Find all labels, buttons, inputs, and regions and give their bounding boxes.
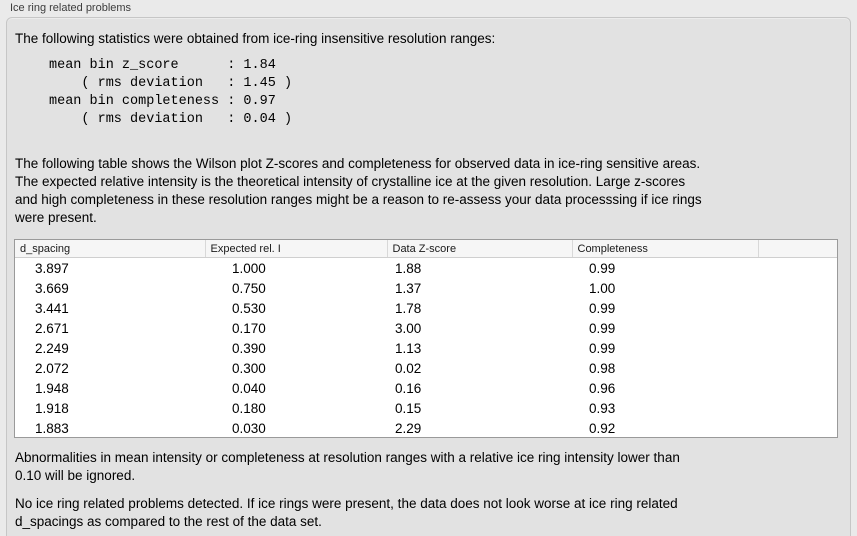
table-row[interactable]: 2.671 0.170 3.00 0.99 — [15, 318, 837, 338]
table-cell: 0.170 — [232, 320, 266, 336]
table-cell: 1.883 — [35, 420, 69, 436]
table-cell: 0.530 — [232, 300, 266, 316]
table-row[interactable]: 1.948 0.040 0.16 0.96 — [15, 378, 837, 398]
table-row[interactable]: 1.918 0.180 0.15 0.93 — [15, 398, 837, 418]
table-row[interactable]: 3.897 1.000 1.88 0.99 — [15, 258, 837, 279]
table-cell-filler — [758, 338, 837, 358]
table-cell: 1.948 — [35, 380, 69, 396]
column-header-completeness[interactable]: Completeness — [571, 240, 758, 258]
table-cell: 0.040 — [232, 380, 266, 396]
ignore-note-text: Abnormalities in mean intensity or compl… — [15, 450, 680, 483]
column-header-filler — [757, 240, 837, 258]
table-cell: 0.750 — [232, 280, 266, 296]
stats-summary-block: mean bin z_score : 1.84 ( rms deviation … — [49, 58, 293, 127]
table-cell-filler — [758, 378, 837, 398]
column-header-data-z-score[interactable]: Data Z-score — [386, 240, 572, 258]
table-cell: 0.99 — [589, 300, 616, 316]
table-cell: 0.15 — [395, 400, 422, 416]
column-header-d-spacing[interactable]: d_spacing — [15, 240, 205, 258]
panel-title: Ice ring related problems — [10, 2, 132, 14]
column-header-expected-rel-i[interactable]: Expected rel. I — [204, 240, 387, 258]
table-description-text: The following table shows the Wilson plo… — [15, 156, 702, 225]
table-cell: 0.16 — [395, 380, 422, 396]
table-cell-filler — [758, 398, 837, 418]
table-cell: 0.99 — [589, 260, 616, 276]
table-header-row: d_spacing Expected rel. I Data Z-score C… — [15, 240, 837, 258]
table-cell: 1.00 — [589, 280, 616, 296]
table-row[interactable]: 3.669 0.750 1.37 1.00 — [15, 278, 837, 298]
intro-text: The following statistics were obtained f… — [15, 31, 496, 46]
table-cell: 2.072 — [35, 360, 69, 376]
table-cell: 1.78 — [395, 300, 422, 316]
table-cell: 3.00 — [395, 320, 422, 336]
table-cell: 3.897 — [35, 260, 69, 276]
ice-ring-panel: The following statistics were obtained f… — [6, 17, 851, 536]
table-cell: 1.13 — [395, 340, 422, 356]
table-cell: 1.000 — [232, 260, 266, 276]
table-cell-filler — [758, 418, 837, 437]
ice-ring-table-body: 3.897 1.000 1.88 0.99 3.669 0.750 1.37 1.00 3.44… — [15, 258, 837, 438]
table-cell-filler — [758, 318, 837, 338]
table-row[interactable]: 2.249 0.390 1.13 0.99 — [15, 338, 837, 358]
table-cell: 1.918 — [35, 400, 69, 416]
table-cell: 0.390 — [232, 340, 266, 356]
table-cell: 2.249 — [35, 340, 69, 356]
table-cell: 0.99 — [589, 320, 616, 336]
table-cell: 0.98 — [589, 360, 616, 376]
table-cell-filler — [758, 278, 837, 298]
table-cell: 0.96 — [589, 380, 616, 396]
table-cell-filler — [758, 258, 837, 279]
table-cell-filler — [758, 298, 837, 318]
table-row[interactable]: 2.072 0.300 0.02 0.98 — [15, 358, 837, 378]
table-cell: 0.99 — [589, 340, 616, 356]
table-row[interactable]: 1.883 0.030 2.29 0.92 — [15, 418, 837, 437]
table-cell: 3.669 — [35, 280, 69, 296]
table-cell: 1.88 — [395, 260, 422, 276]
table-cell: 1.37 — [395, 280, 422, 296]
table-cell: 2.29 — [395, 420, 422, 436]
table-cell-filler — [758, 358, 837, 378]
table-cell: 2.671 — [35, 320, 69, 336]
table-cell: 0.93 — [589, 400, 616, 416]
table-cell: 0.030 — [232, 420, 266, 436]
table-cell: 0.180 — [232, 400, 266, 416]
table-cell: 0.300 — [232, 360, 266, 376]
conclusion-text: No ice ring related problems detected. I… — [15, 496, 678, 529]
table-row[interactable]: 3.441 0.530 1.78 0.99 — [15, 298, 837, 318]
table-cell: 0.02 — [395, 360, 422, 376]
ice-ring-table[interactable]: d_spacing Expected rel. I Data Z-score C… — [14, 239, 838, 438]
table-cell: 0.92 — [589, 420, 616, 436]
table-cell: 3.441 — [35, 300, 69, 316]
